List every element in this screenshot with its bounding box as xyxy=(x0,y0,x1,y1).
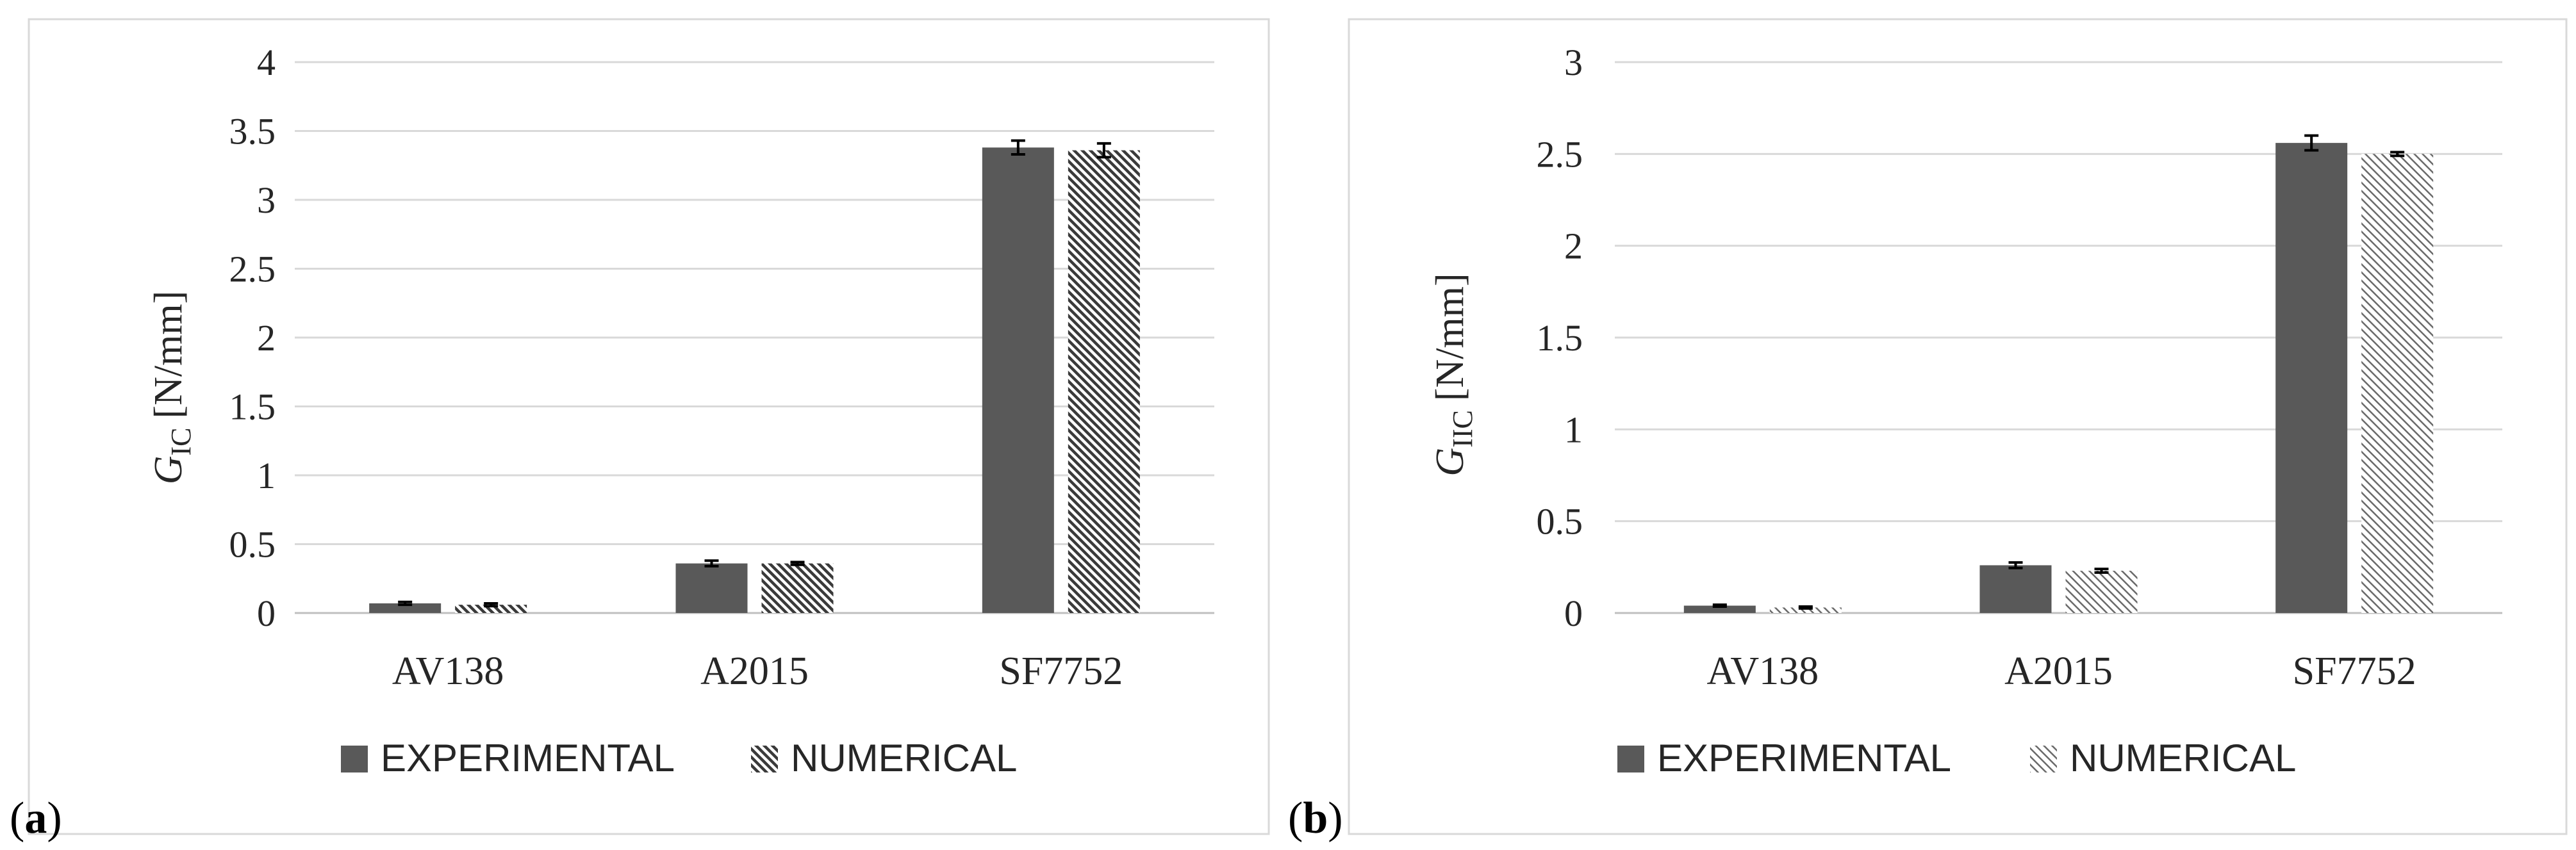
y-tick-label: 1 xyxy=(257,455,276,496)
panel-a-y-axis-label: GIC[N/mm] xyxy=(147,291,197,485)
bar-experimental-av138 xyxy=(369,603,442,613)
bar-numerical-sf7752 xyxy=(1068,150,1140,614)
bar-numerical-av138 xyxy=(1769,607,1842,613)
y-tick-label: 2.5 xyxy=(1537,133,1583,175)
y-tick-label: 0 xyxy=(1564,593,1583,634)
bar-numerical-a2015 xyxy=(2065,571,2138,613)
bar-experimental-sf7752 xyxy=(982,147,1054,614)
bar-experimental-a2015 xyxy=(1979,565,2052,613)
panel-b-legend: EXPERIMENTAL NUMERICAL xyxy=(1617,737,2296,780)
panel-b-x-tick-labels: AV138 A2015 SF7752 xyxy=(1707,650,2416,693)
panel-b: 0 0.5 1 1.5 2 2.5 3 AV138 A2015 SF7752 GIIC[N/mm… xyxy=(1288,18,2568,843)
panel-a-x-tick-labels: AV138 A2015 SF7752 xyxy=(392,650,1123,693)
legend-swatch-experimental xyxy=(1617,746,1644,772)
panel-a: 0 0.5 1 1.5 2 2.5 3 3.5 4 AV138 A2015 SF7752 GIC[N… xyxy=(10,18,1270,843)
y-tick-label: 0 xyxy=(257,593,276,634)
panel-a-legend: EXPERIMENTAL NUMERICAL xyxy=(341,737,1017,780)
panel-b-gridlines xyxy=(1615,61,2502,614)
legend-label-numerical: NUMERICAL xyxy=(791,737,1017,780)
legend-label-experimental: EXPERIMENTAL xyxy=(381,737,675,780)
y-tick-label: 3 xyxy=(1564,42,1583,83)
y-tick-label: 2 xyxy=(257,317,276,359)
y-tick-label: 2.5 xyxy=(229,249,276,290)
x-tick-label: A2015 xyxy=(2004,650,2113,693)
x-tick-label: SF7752 xyxy=(999,650,1123,693)
legend-label-numerical: NUMERICAL xyxy=(2070,737,2296,780)
panel-a-frame xyxy=(28,18,1270,835)
x-tick-label: SF7752 xyxy=(2293,650,2416,693)
bar-numerical-a2015 xyxy=(761,563,834,613)
bar-experimental-a2015 xyxy=(675,563,748,613)
panel-b-y-tick-labels: 0 0.5 1 1.5 2 2.5 3 xyxy=(1537,42,1583,634)
y-tick-label: 4 xyxy=(257,42,276,83)
bar-numerical-av138 xyxy=(455,605,527,613)
legend-swatch-numerical xyxy=(2030,746,2057,772)
panel-a-bars xyxy=(369,139,1140,614)
legend-swatch-experimental xyxy=(341,746,368,772)
y-tick-label: 1.5 xyxy=(229,386,276,428)
bar-experimental-av138 xyxy=(1683,605,1756,613)
legend-label-experimental: EXPERIMENTAL xyxy=(1657,737,1951,780)
panel-a-label: (a) xyxy=(10,794,62,843)
y-tick-label: 3 xyxy=(257,179,276,221)
y-tick-label: 1 xyxy=(1564,409,1583,450)
bar-experimental-sf7752 xyxy=(2275,143,2348,614)
legend-swatch-numerical xyxy=(751,746,778,772)
x-tick-label: AV138 xyxy=(1707,650,1819,693)
x-tick-label: A2015 xyxy=(700,650,809,693)
y-tick-label: 0.5 xyxy=(1537,501,1583,543)
panel-b-y-axis-label: GIIC[N/mm] xyxy=(1428,273,1478,476)
bar-numerical-sf7752 xyxy=(2361,154,2434,614)
panel-a-gridlines xyxy=(295,61,1214,614)
x-tick-label: AV138 xyxy=(392,650,504,693)
panel-b-label: (b) xyxy=(1288,794,1343,843)
panel-a-y-tick-labels: 0 0.5 1 1.5 2 2.5 3 3.5 4 xyxy=(229,42,276,634)
panel-b-bars xyxy=(1683,134,2434,614)
y-tick-label: 3.5 xyxy=(229,111,276,152)
y-tick-label: 0.5 xyxy=(229,524,276,566)
y-tick-label: 2 xyxy=(1564,225,1583,267)
y-tick-label: 1.5 xyxy=(1537,317,1583,359)
